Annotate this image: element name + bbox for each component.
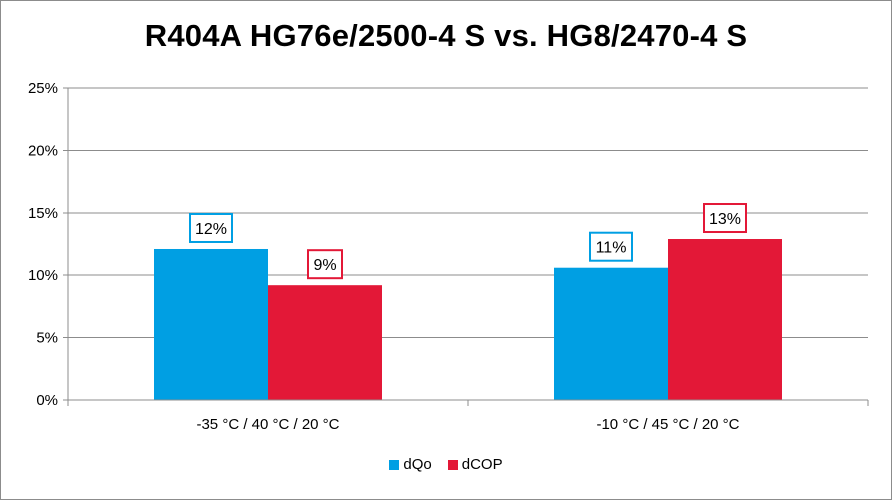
bar-dqo [554, 267, 668, 400]
y-tick-label: 0% [36, 392, 58, 409]
x-tick-label: -10 °C / 45 °C / 20 °C [596, 416, 739, 433]
y-tick-label: 25% [28, 80, 58, 97]
data-label: 11% [596, 240, 627, 257]
y-tick-label: 20% [28, 142, 58, 159]
x-tick-label: -35 °C / 40 °C / 20 °C [196, 416, 339, 433]
data-label-box [703, 203, 747, 234]
data-label-box [589, 231, 633, 262]
bar-dqo [154, 248, 268, 400]
data-label-box [189, 212, 233, 243]
legend-swatch [447, 459, 458, 470]
y-tick-label: 5% [36, 330, 58, 347]
bar-dcop [668, 239, 782, 400]
y-tick-label: 10% [28, 267, 58, 284]
data-label: 12% [195, 221, 227, 238]
legend-item-dcop: dCOP [447, 456, 503, 473]
bar-dcop [268, 285, 382, 400]
legend-item-dqo: dQo [389, 456, 432, 473]
y-tick-label: 15% [28, 205, 58, 222]
data-label-box [307, 249, 343, 280]
chart-title: R404A HG76e/2500-4 S vs. HG8/2470-4 S [144, 18, 748, 53]
data-label: 9% [313, 257, 336, 274]
legend-label: dCOP [461, 456, 503, 473]
legend-swatch [389, 459, 400, 470]
chart-legend: dQo dCOP [0, 456, 892, 473]
legend-label: dQo [403, 456, 432, 473]
data-label: 13% [709, 211, 741, 228]
